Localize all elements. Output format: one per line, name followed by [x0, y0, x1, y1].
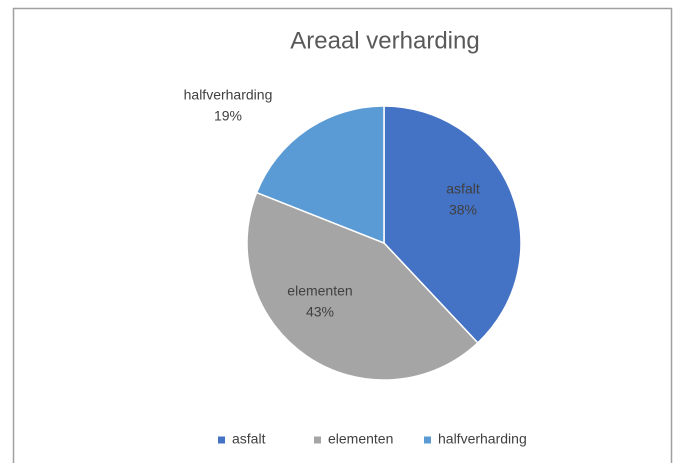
- legend-label: halfverharding: [438, 431, 527, 447]
- data-label-value: 43%: [306, 304, 334, 320]
- chart-border: [12, 7, 673, 463]
- legend-swatch: [314, 436, 321, 444]
- chart-title: Areaal verharding: [290, 27, 479, 54]
- pie-slice: [255, 105, 385, 245]
- legend-label: asfalt: [232, 431, 266, 447]
- data-label-name: asfalt: [446, 181, 480, 197]
- legend-swatch: [424, 436, 431, 444]
- data-label-value: 38%: [449, 202, 477, 218]
- pie-slice: [246, 191, 479, 381]
- data-label-name: halfverharding: [184, 87, 273, 103]
- data-label-name: elementen: [287, 283, 352, 299]
- pie-slice: [383, 105, 522, 344]
- legend-label: elementen: [328, 431, 393, 447]
- legend-swatch: [218, 436, 225, 444]
- data-label-value: 19%: [214, 108, 242, 124]
